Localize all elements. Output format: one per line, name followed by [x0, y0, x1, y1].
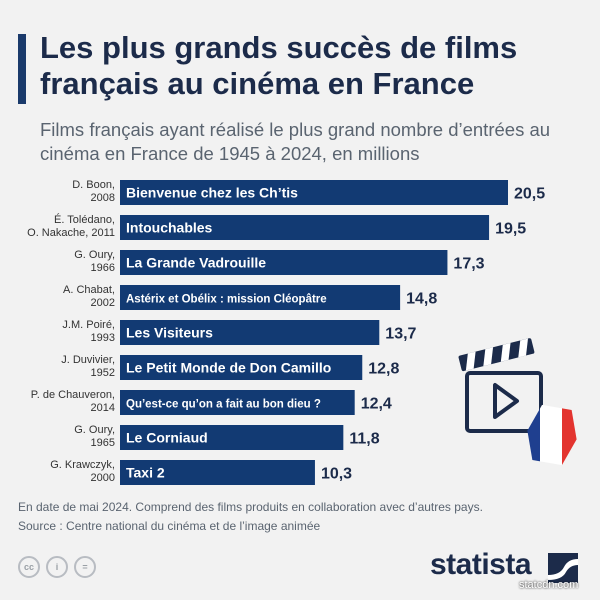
- source-text: Source : Centre national du cinéma et de…: [18, 519, 321, 533]
- bar-label: Qu’est-ce qu’on a fait au bon dieu ?: [126, 399, 321, 411]
- director-label: 1966: [91, 262, 115, 274]
- french-flag-icon: [522, 403, 582, 467]
- director-label: 1965: [91, 437, 115, 449]
- cinema-illustration: [458, 338, 582, 467]
- bar: [120, 250, 448, 275]
- bar: [120, 320, 380, 345]
- cc-icon: cc: [18, 556, 40, 578]
- director-label: 1952: [91, 367, 115, 379]
- bar-label: Intouchables: [126, 220, 213, 236]
- value-label: 20,5: [514, 186, 545, 203]
- value-label: 11,8: [349, 431, 379, 448]
- license-icons: cc i =: [18, 556, 118, 582]
- director-label: É. Tolédano,: [54, 213, 115, 226]
- director-label: O. Nakache, 2011: [27, 227, 115, 239]
- page-subtitle: Films français ayant réalisé le plus gra…: [40, 119, 551, 164]
- bar: [120, 460, 315, 485]
- bar-label: Astérix et Obélix : mission Cléopâtre: [126, 294, 327, 306]
- director-label: G. Oury,: [74, 424, 115, 436]
- note-text: En date de mai 2024. Comprend des films …: [18, 500, 483, 514]
- bar: [120, 180, 508, 205]
- footnote: En date de mai 2024. Comprend des films …: [18, 498, 588, 536]
- director-label: 1993: [91, 332, 115, 344]
- no-derivatives-icon: =: [74, 556, 96, 578]
- director-label: 2002: [91, 297, 115, 309]
- bar: [120, 285, 401, 310]
- director-label: A. Chabat,: [63, 284, 115, 296]
- value-label: 13,7: [385, 326, 416, 343]
- bar: [120, 390, 355, 415]
- bar-label: Le Petit Monde de Don Camillo: [126, 360, 331, 376]
- bar-label: Les Visiteurs: [126, 325, 213, 341]
- value-label: 14,8: [406, 291, 437, 308]
- attribution-icon: i: [46, 556, 68, 578]
- director-label: G. Oury,: [74, 249, 115, 261]
- statista-logo-icon: [548, 553, 578, 583]
- clapperboard-icon: [458, 338, 543, 433]
- bar-label: Bienvenue chez les Ch’tis: [126, 185, 298, 201]
- bar: [120, 215, 490, 240]
- director-label: D. Boon,: [72, 179, 115, 191]
- director-label: J.M. Poiré,: [62, 319, 115, 331]
- statista-logo: statista: [430, 548, 532, 581]
- value-label: 10,3: [321, 466, 352, 483]
- page-title: Les plus grands succès de films français…: [40, 30, 518, 101]
- director-label: 2000: [91, 472, 115, 484]
- value-label: 17,3: [453, 256, 484, 273]
- director-label: 2014: [91, 402, 115, 414]
- title-accent-bar: [18, 34, 26, 104]
- director-label: 2008: [91, 192, 115, 204]
- bar-label: La Grande Vadrouille: [126, 255, 266, 271]
- value-label: 19,5: [495, 221, 526, 238]
- director-label: G. Krawczyk,: [50, 459, 115, 471]
- bar: [120, 355, 363, 380]
- value-label: 12,8: [368, 361, 399, 378]
- director-label: J. Duvivier,: [61, 354, 115, 366]
- watermark: statcdn.com: [519, 579, 579, 591]
- bar-label: Taxi 2: [126, 465, 165, 481]
- director-label: P. de Chauveron,: [31, 389, 115, 401]
- bar: [120, 425, 344, 450]
- bar-label: Le Corniaud: [126, 430, 208, 446]
- value-label: 12,4: [361, 396, 392, 413]
